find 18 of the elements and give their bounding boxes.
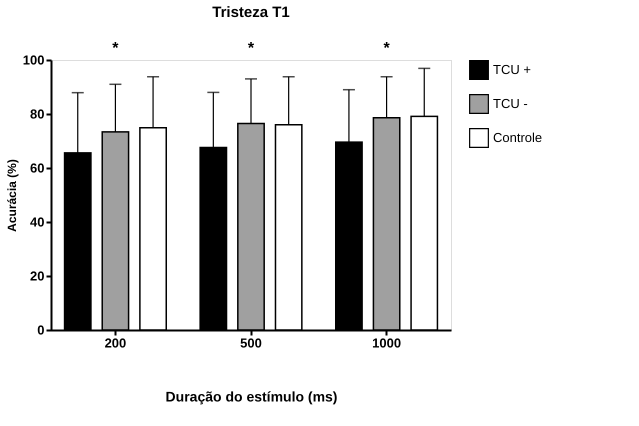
legend-label: TCU -	[493, 96, 528, 111]
legend-label: Controle	[493, 130, 542, 145]
y-tick-label: 100	[22, 52, 44, 68]
text: *	[112, 40, 120, 57]
y-tick-label: 40	[30, 214, 44, 230]
text: *	[383, 40, 390, 57]
y-tick-label: 60	[30, 160, 44, 176]
x-tick-label: 200	[104, 336, 126, 350]
legend-label: TCU +	[493, 62, 531, 77]
text: *	[248, 40, 255, 57]
y-tick-label: 80	[30, 106, 44, 122]
y-tick-label: 0	[37, 322, 44, 338]
x-tick-label: 1000	[372, 336, 402, 350]
x-axis-title: Duração do estímulo (ms)	[166, 388, 338, 404]
y-axis-title: Acurácia (%)	[4, 159, 19, 232]
x-tick-label: 500	[240, 336, 262, 350]
y-tick-label: 20	[30, 268, 44, 284]
chart-title: Tristeza T1	[212, 4, 290, 21]
